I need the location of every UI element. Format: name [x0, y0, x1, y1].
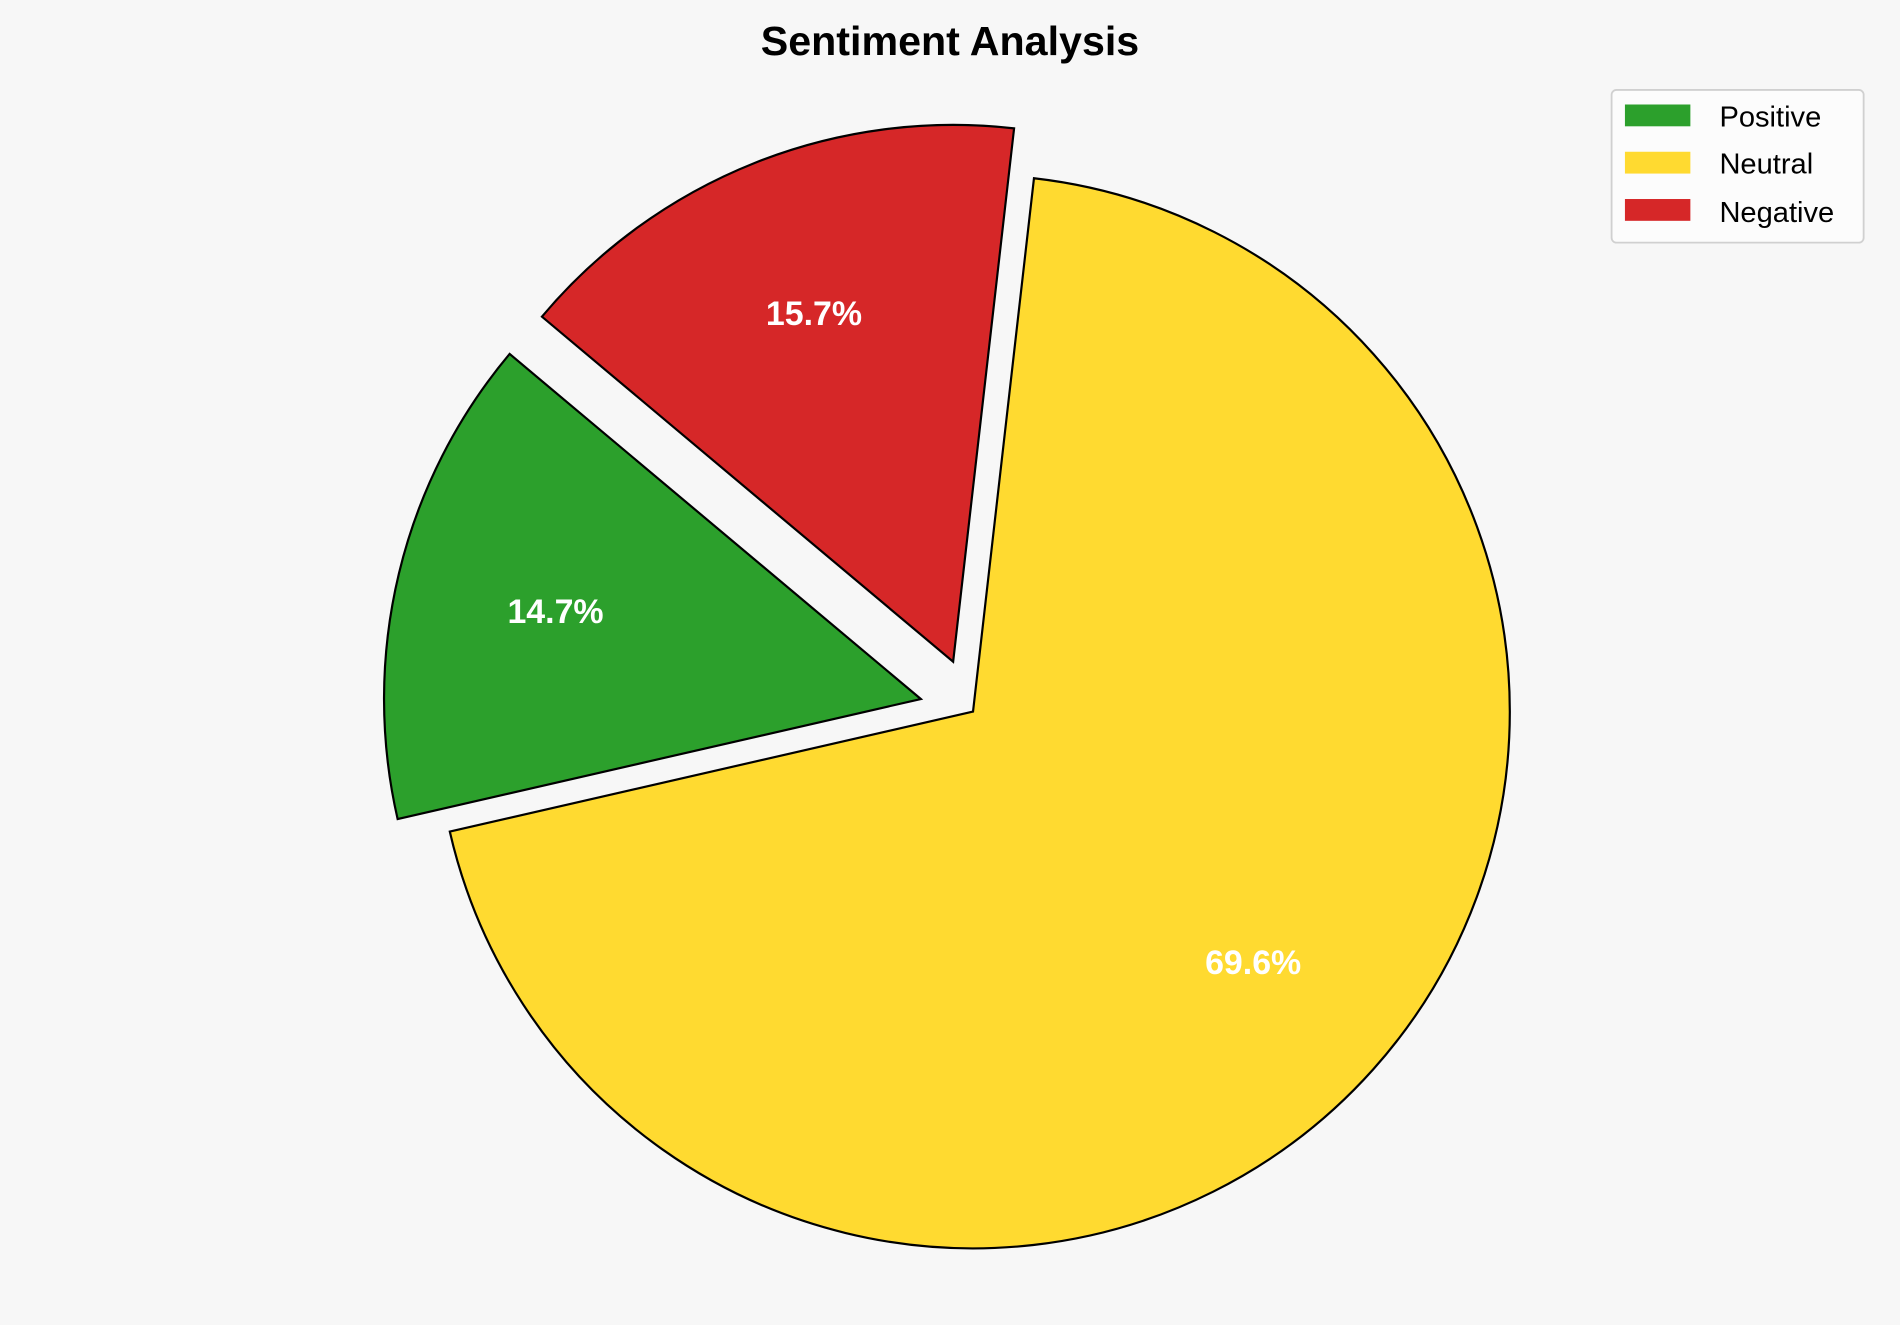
pie-wedge-negative — [540, 123, 1016, 664]
chart-title: Sentiment Analysis — [761, 18, 1139, 64]
pie-pct-label-neutral: 69.6% — [1205, 944, 1301, 982]
pie-wedge-positive — [382, 352, 924, 821]
legend: Positive Neutral Negative — [1610, 89, 1865, 244]
legend-label-negative: Negative — [1719, 197, 1834, 229]
pie-pct-label-positive: 14.7% — [507, 593, 603, 631]
legend-swatch-positive — [1624, 104, 1691, 127]
legend-label-neutral: Neutral — [1719, 149, 1813, 181]
pie-pct-label-negative: 15.7% — [766, 295, 862, 333]
legend-swatch-neutral — [1624, 151, 1691, 174]
pie-wedge-neutral — [448, 177, 1511, 1250]
legend-swatch-negative — [1624, 199, 1691, 221]
legend-label-positive: Positive — [1719, 101, 1821, 133]
